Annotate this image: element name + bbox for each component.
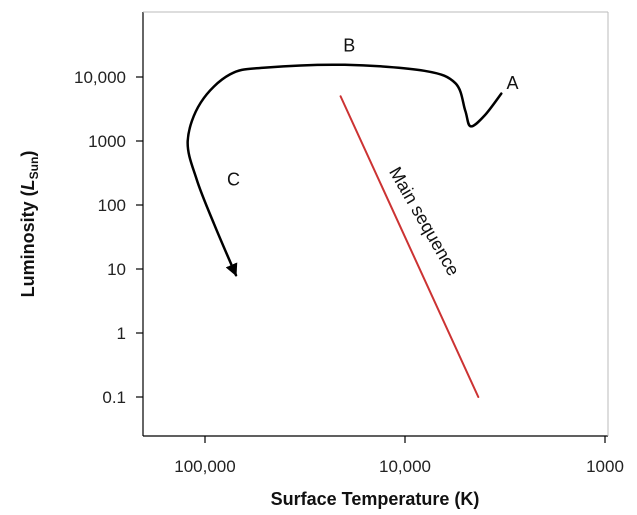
point-label-a: A xyxy=(507,73,519,93)
y-tick-label: 10,000 xyxy=(74,68,126,87)
y-tick-label: 100 xyxy=(98,196,126,215)
x-tick-label: 1000 xyxy=(586,457,624,476)
x-ticks: 100,000 10,000 1000 xyxy=(174,436,624,476)
x-tick-label: 10,000 xyxy=(379,457,431,476)
y-axis-title: Luminosity (LSun) xyxy=(18,151,41,298)
x-tick-label: 100,000 xyxy=(174,457,235,476)
series-layer xyxy=(186,63,503,398)
y-axis-title-close: ) xyxy=(18,151,38,157)
point-label-c: C xyxy=(227,170,240,190)
y-tick-label: 10 xyxy=(107,260,126,279)
y-axis-title-main: Luminosity ( xyxy=(18,190,38,297)
y-tick-label: 1 xyxy=(117,324,126,343)
y-ticks: 0.1 1 10 100 1000 10,000 xyxy=(74,68,143,407)
y-tick-label: 0.1 xyxy=(102,388,126,407)
evolutionary-track-line xyxy=(186,63,503,277)
y-tick-label: 1000 xyxy=(88,132,126,151)
y-axis-title-symbol: L xyxy=(18,179,38,190)
y-axis-title-subscript: Sun xyxy=(27,157,41,180)
point-label-b: B xyxy=(343,36,355,56)
annotations: ABC Main sequence xyxy=(227,36,518,280)
x-axis-title: Surface Temperature (K) xyxy=(271,489,480,509)
main-sequence-line xyxy=(339,95,480,398)
